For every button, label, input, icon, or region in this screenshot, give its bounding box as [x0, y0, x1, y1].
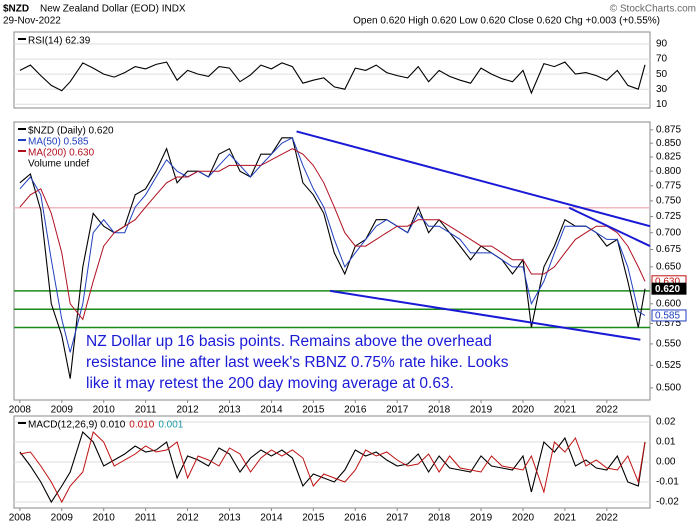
trend-line [329, 289, 641, 341]
x-tick-label: 2010 [93, 513, 116, 524]
legend-swatch [18, 38, 26, 40]
y-tick-label: -0.01 [656, 477, 679, 488]
x-tick-label: 2009 [51, 405, 74, 416]
legend-label: Volume undef [28, 159, 89, 170]
x-tick-label: 2014 [260, 405, 283, 416]
x-tick-label: 2008 [9, 513, 32, 524]
annotation: resistance line after last week's RBNZ 0… [86, 354, 509, 371]
y-tick-label: 0.00 [656, 457, 676, 468]
series-line [19, 61, 646, 95]
x-tick-label: 2013 [218, 405, 241, 416]
y-tick-label: 70 [656, 54, 668, 65]
x-tick-label: 2012 [176, 513, 199, 524]
legend-label: 0.010 [129, 420, 154, 431]
x-tick-label: 2009 [51, 513, 74, 524]
x-tick-label: 2012 [176, 405, 199, 416]
x-tick-label: 2018 [428, 513, 451, 524]
y-tick-label: 0.550 [656, 339, 681, 350]
y-tick-label: 0.825 [656, 152, 681, 163]
legend-label: $NZD (Daily) 0.620 [28, 126, 114, 137]
y-tick-label: 10 [656, 99, 668, 110]
y-tick-label: 90 [656, 39, 668, 50]
y-tick-label: 0.600 [656, 298, 681, 309]
x-tick-label: 2021 [554, 513, 577, 524]
y-tick-label: 0.850 [656, 138, 681, 149]
x-tick-label: 2021 [554, 405, 577, 416]
x-tick-label: 2016 [344, 405, 367, 416]
x-tick-label: 2008 [9, 405, 32, 416]
date: 29-Nov-2022 [3, 16, 61, 27]
legend-label: MA(50) 0.585 [28, 137, 89, 148]
panel-frame [13, 121, 651, 401]
y-tick-label: 0.700 [656, 227, 681, 238]
last-value-label: 0.585 [655, 311, 680, 322]
x-tick-label: 2022 [596, 405, 619, 416]
x-tick-label: 2011 [135, 405, 157, 416]
x-tick-label: 2019 [470, 513, 493, 524]
y-tick-label: -0.02 [656, 497, 679, 508]
y-tick-label: 30 [656, 84, 668, 95]
last-value-label: 0.620 [655, 284, 680, 295]
y-tick-label: 0.875 [656, 124, 681, 135]
legend-swatch [18, 139, 26, 141]
legend-swatch [18, 422, 26, 424]
legend-swatch [18, 128, 26, 130]
legend-label: RSI(14) 62.39 [28, 36, 91, 47]
legend-label: MACD(12,26,9) 0.010 [28, 420, 126, 431]
x-tick-label: 2019 [470, 405, 493, 416]
y-tick-label: 0.750 [656, 196, 681, 207]
y-tick-label: 0.02 [656, 417, 676, 428]
last-value-box [651, 282, 687, 295]
y-tick-label: 0.500 [656, 382, 681, 393]
y-tick-label: 0.800 [656, 166, 681, 177]
copyright: © StockCharts.com [610, 4, 696, 15]
legend-swatch [18, 150, 26, 152]
series-line [19, 430, 646, 504]
annotation: like it may retest the 200 day moving av… [86, 375, 454, 392]
instrument-name: New Zealand Dollar (EOD) INDX [40, 4, 186, 15]
x-tick-label: 2011 [135, 513, 157, 524]
trend-line [568, 206, 651, 247]
x-tick-label: 2017 [386, 513, 409, 524]
panel-frame [13, 31, 651, 109]
legend-label: MA(200) 0.630 [28, 148, 95, 159]
x-tick-label: 2014 [260, 513, 283, 524]
series-line [19, 431, 646, 504]
y-tick-label: 0.775 [656, 180, 681, 191]
y-tick-label: 0.650 [656, 262, 681, 273]
y-tick-label: 0.575 [656, 318, 681, 329]
y-tick-label: 0.01 [656, 437, 676, 448]
series-line [19, 137, 646, 353]
x-tick-label: 2020 [512, 405, 535, 416]
trend-line [296, 130, 651, 228]
x-tick-label: 2018 [428, 405, 451, 416]
y-tick-label: 0.675 [656, 244, 681, 255]
x-tick-label: 2013 [218, 513, 241, 524]
x-tick-label: 2017 [386, 405, 409, 416]
x-tick-label: 2020 [512, 513, 535, 524]
series-line [19, 148, 646, 321]
x-tick-label: 2015 [302, 513, 325, 524]
symbol: $NZD [3, 4, 29, 15]
y-tick-label: 0.725 [656, 211, 681, 222]
annotation: NZ Dollar up 16 basis points. Remains ab… [86, 333, 492, 350]
x-tick-label: 2022 [596, 513, 619, 524]
x-tick-label: 2016 [344, 513, 367, 524]
legend-label: 0.001 [158, 420, 183, 431]
x-tick-label: 2010 [93, 405, 116, 416]
y-tick-label: 50 [656, 69, 668, 80]
quote: Open 0.620 High 0.620 Low 0.620 Close 0.… [353, 16, 660, 27]
x-tick-label: 2015 [302, 405, 325, 416]
last-value-box [651, 309, 687, 322]
last-value-label: 0.630 [655, 276, 680, 287]
y-tick-label: 0.525 [656, 360, 681, 371]
